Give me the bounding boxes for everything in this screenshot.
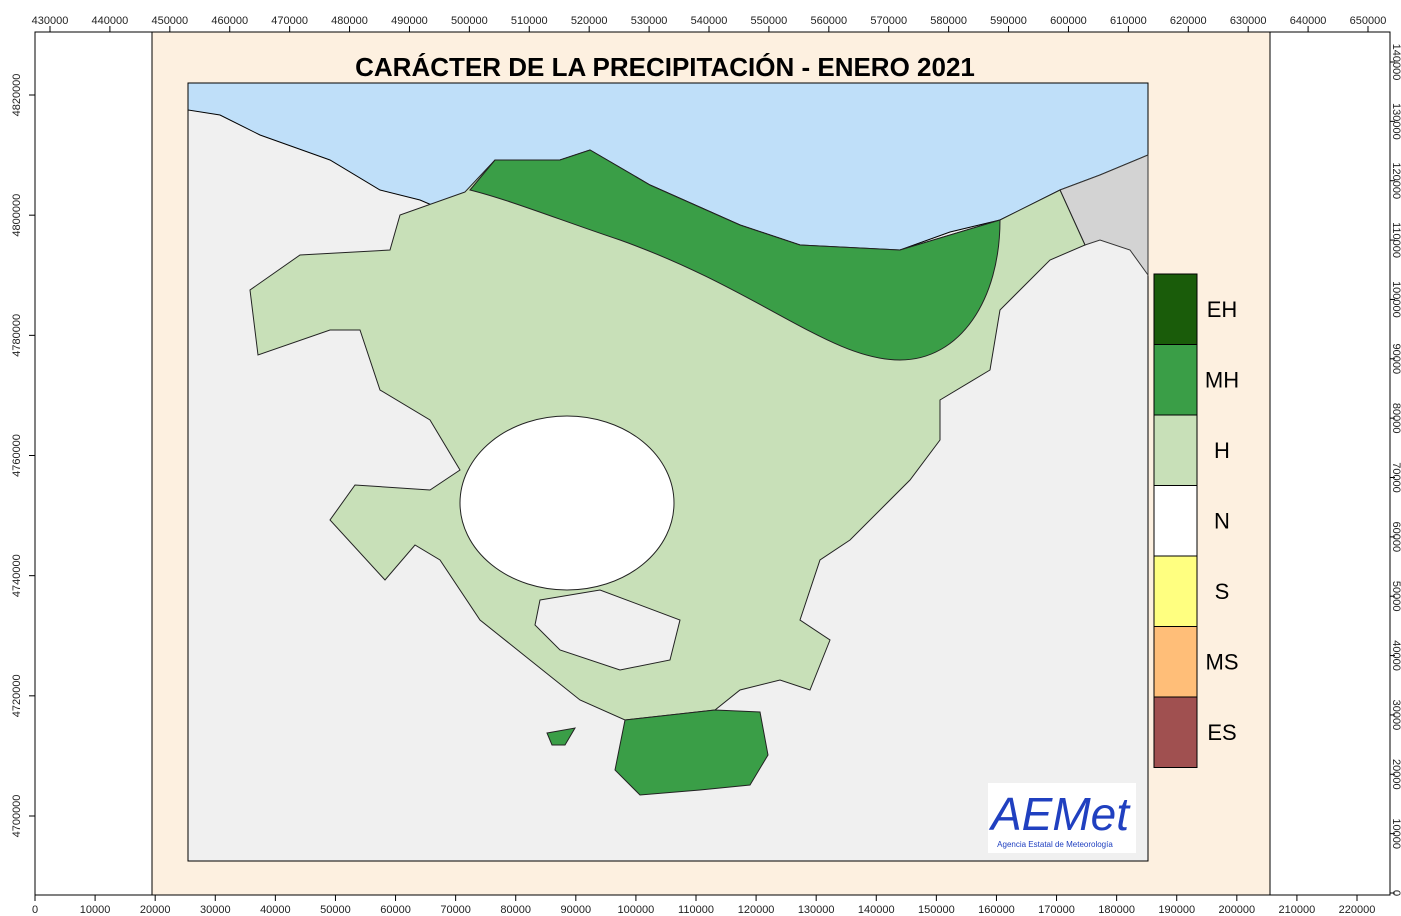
bottom-tick-label: 60000 [380,904,411,916]
bottom-tick-label: 120000 [738,904,775,916]
right-tick-label: 110000 [1390,222,1401,258]
bottom-tick-label: 180000 [1098,904,1135,916]
left-tick-label: 4760000 [11,434,23,477]
top-tick-label: 560000 [810,15,847,27]
top-tick-label: 590000 [990,15,1027,27]
right-tick-label: 60000 [1390,522,1401,553]
right-tick-label: 20000 [1390,759,1401,790]
bottom-tick-label: 10000 [80,904,111,916]
legend-swatch [1153,344,1198,416]
bottom-tick-label: 200000 [1218,904,1255,916]
legend-swatch [1153,273,1198,345]
bottom-tick-label: 150000 [918,904,955,916]
legend-label: N [1214,509,1230,534]
bottom-tick-label: 110000 [678,904,714,916]
bottom-tick-label: 100000 [618,904,655,916]
bottom-tick-label: 210000 [1279,904,1316,916]
bottom-tick-label: 80000 [500,904,531,916]
legend-swatch [1153,696,1198,768]
region-mh-north [469,149,1001,361]
bottom-tick-label: 140000 [858,904,895,916]
right-tick-label: 140000 [1390,44,1401,81]
legend-label: S [1215,579,1230,604]
top-tick-label: 500000 [451,15,488,27]
map-title: CARÁCTER DE LA PRECIPITACIÓN - ENERO 202… [355,52,975,82]
legend-label: EH [1207,297,1238,322]
region-mh-small [546,727,576,746]
axes: 430000 440000 450000 460000 470000 480000 4900… [11,15,1401,916]
top-tick-label: 440000 [92,15,129,27]
bottom-tick-label: 160000 [978,904,1015,916]
top-tick-label: 450000 [151,15,188,27]
top-tick-label: 470000 [271,15,308,27]
legend-swatch [1153,485,1198,557]
top-tick-label: 460000 [211,15,248,27]
legend-label: MS [1206,650,1239,675]
legend-label: MH [1205,368,1239,393]
right-tick-label: 30000 [1390,700,1401,731]
bottom-tick-label: 90000 [561,904,592,916]
legend-label: ES [1207,720,1236,745]
region-n [459,415,675,591]
left-tick-label: 4720000 [11,674,23,717]
legend-label: H [1214,438,1230,463]
top-tick-label: 530000 [631,15,668,27]
bottom-tick-label: 0 [32,904,38,916]
bottom-tick-label: 170000 [1038,904,1075,916]
region-mh-south [614,709,769,796]
bottom-tick-label: 50000 [320,904,351,916]
bottom-tick-label: 20000 [140,904,171,916]
right-tick-label: 50000 [1390,581,1401,612]
right-tick-label: 100000 [1390,281,1401,318]
legend: EH MH H N S MS ES [1153,273,1239,768]
top-tick-label: 520000 [571,15,608,27]
right-tick-label: 80000 [1390,403,1401,434]
right-tick-label: 90000 [1390,343,1401,374]
bottom-tick-label: 30000 [200,904,231,916]
left-tick-label: 4780000 [11,314,23,357]
top-tick-label: 430000 [32,15,69,27]
bottom-tick-label: 70000 [440,904,471,916]
legend-swatch [1153,626,1198,698]
bottom-tick-label: 190000 [1158,904,1195,916]
left-tick-label: 4820000 [11,74,23,117]
right-tick-label: 130000 [1390,103,1401,140]
logo-name: AEMet [988,788,1131,840]
right-tick-label: 120000 [1390,162,1401,199]
right-tick-label: 40000 [1390,640,1401,671]
right-tick-label: 0 [1390,890,1401,896]
logo-subtitle: Agencia Estatal de Meteorología [997,840,1113,849]
top-tick-label: 570000 [870,15,907,27]
top-tick-label: 480000 [331,15,368,27]
top-tick-label: 550000 [751,15,788,27]
bottom-tick-label: 220000 [1339,904,1376,916]
right-tick-label: 10000 [1390,818,1401,849]
top-tick-label: 490000 [391,15,428,27]
logo-box [988,783,1136,853]
left-tick-label: 4740000 [11,554,23,597]
top-tick-label: 630000 [1230,15,1267,27]
right-tick-label: 70000 [1390,462,1401,493]
top-tick-label: 620000 [1170,15,1207,27]
top-tick-label: 580000 [930,15,967,27]
top-tick-label: 600000 [1050,15,1087,27]
legend-swatch [1153,414,1198,486]
legend-swatch [1153,555,1198,627]
bottom-tick-label: 130000 [798,904,835,916]
bottom-tick-label: 40000 [260,904,291,916]
top-tick-label: 650000 [1350,15,1387,27]
top-tick-label: 510000 [511,15,548,27]
top-tick-label: 610000 [1110,15,1147,27]
left-tick-label: 4800000 [11,194,23,237]
logo: AEMet Agencia Estatal de Meteorología [988,783,1136,853]
top-tick-label: 640000 [1290,15,1327,27]
enclave [534,589,681,671]
top-tick-label: 540000 [691,15,728,27]
left-tick-label: 4700000 [11,795,23,838]
gray-region [1059,154,1149,277]
